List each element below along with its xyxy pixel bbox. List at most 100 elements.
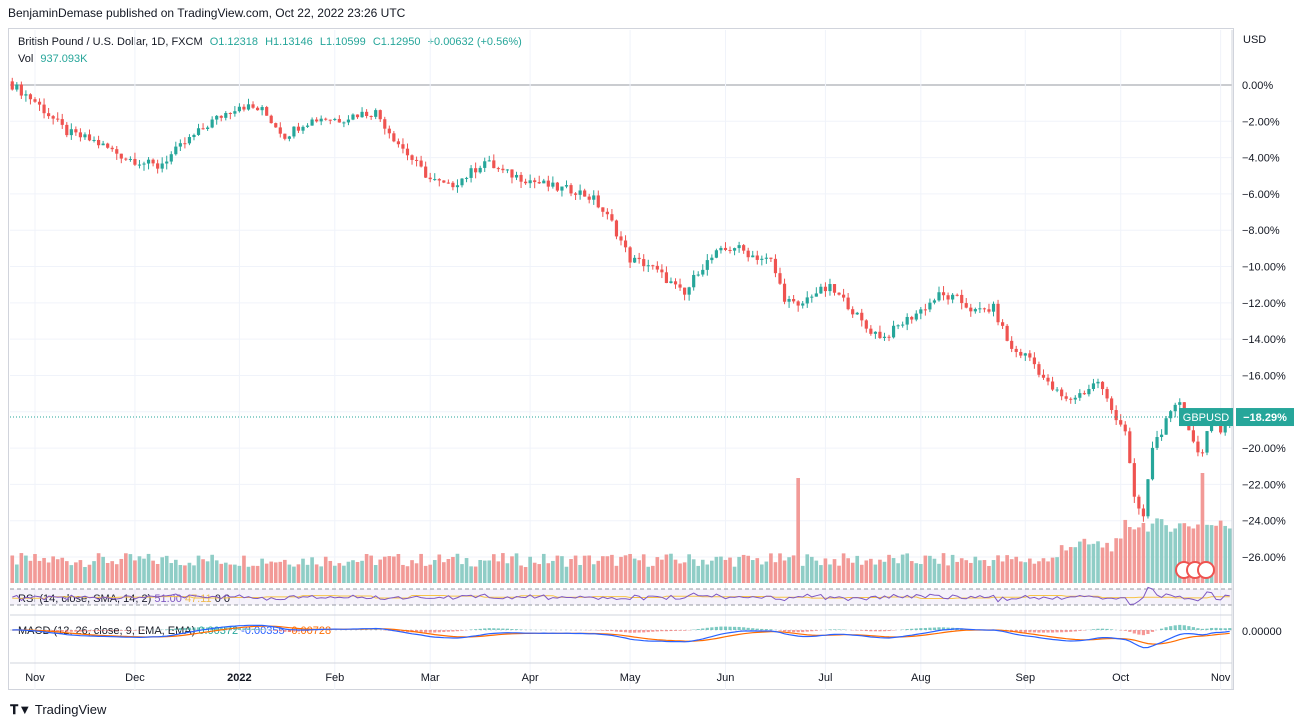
candle-body <box>342 122 346 124</box>
volume-bar <box>968 562 973 583</box>
macd-histogram-bar <box>1182 625 1186 630</box>
volume-bar <box>582 555 587 583</box>
volume-bar <box>832 559 837 583</box>
volume-bar <box>510 556 514 583</box>
volume-bar <box>151 560 155 583</box>
volume-bar <box>1091 543 1096 583</box>
candle-body <box>901 324 905 326</box>
macd-histogram-bar <box>760 628 764 630</box>
volume-bar <box>1155 518 1159 583</box>
candle-body <box>483 161 487 168</box>
volume-bar <box>1100 547 1105 583</box>
candle-body <box>592 195 596 200</box>
volume-bar <box>178 565 183 583</box>
macd-histogram-bar <box>769 629 773 630</box>
candle-body <box>215 115 219 120</box>
rsi-pane <box>10 586 1232 616</box>
price-tick-label: −14.00% <box>1242 334 1286 346</box>
macd-histogram-bar <box>941 627 946 630</box>
price-tick-label: −12.00% <box>1242 298 1286 310</box>
volume-bar <box>628 553 632 583</box>
volume-bar <box>246 566 251 583</box>
macd-histogram-bar <box>723 626 728 630</box>
volume-bar <box>696 565 701 583</box>
candle-body <box>119 153 123 159</box>
volume-bar <box>51 556 55 583</box>
volume-bar <box>146 553 151 583</box>
macd-histogram-bar <box>196 627 201 630</box>
candle-body <box>941 292 946 296</box>
candle-body <box>987 309 991 312</box>
candle-body <box>56 118 60 120</box>
candle-body <box>328 119 332 121</box>
volume-bar <box>37 560 42 583</box>
candle-body <box>206 127 210 129</box>
volume-bar <box>537 564 542 583</box>
volume-bar <box>1050 557 1055 583</box>
candle-body <box>991 303 996 312</box>
volume-bar <box>169 563 174 583</box>
macd-histogram-bar <box>737 626 741 630</box>
volume-bar <box>214 560 219 583</box>
candle-body <box>315 119 319 122</box>
candle-body <box>546 180 550 187</box>
candle-body <box>537 182 541 184</box>
candle-body <box>442 180 446 183</box>
macd-histogram-bar <box>1141 630 1146 636</box>
macd-histogram-bar <box>287 630 291 632</box>
volume-bar <box>173 559 178 583</box>
macd-histogram-bar <box>169 629 173 630</box>
candle-body <box>555 182 559 191</box>
volume-bar <box>855 555 860 583</box>
macd-histogram-bar <box>501 628 505 630</box>
candle-body <box>405 148 410 156</box>
candle-body <box>1132 463 1136 497</box>
value-badge-bg <box>1236 408 1294 427</box>
volume-bar <box>796 478 800 583</box>
candle-body <box>851 309 855 315</box>
volume-bar <box>873 564 878 583</box>
price-tick-label: −8.00% <box>1242 225 1280 237</box>
macd-histogram-bar <box>478 628 482 630</box>
volume-bar <box>519 565 523 583</box>
macd-histogram-bar <box>242 628 246 630</box>
candle-body <box>683 287 687 295</box>
macd-histogram-bar <box>115 630 119 631</box>
volume-bar <box>1209 525 1214 583</box>
tradingview-logo[interactable]: 𝐓▼ TradingView <box>10 702 106 718</box>
legend-change: +0.00632 (+0.56%) <box>427 36 522 48</box>
candle-body <box>433 179 437 181</box>
volume-bar <box>1187 526 1191 583</box>
price-tick-label: 0.00% <box>1242 80 1273 92</box>
volume-bar <box>460 564 464 583</box>
volume-bar <box>1205 524 1209 583</box>
macd-histogram-bar <box>710 627 714 630</box>
candle-body <box>42 104 46 114</box>
volume-bar <box>60 557 65 583</box>
candle-body <box>528 180 532 184</box>
macd-histogram-bar <box>192 627 196 630</box>
publisher-line: BenjaminDemase published on TradingView.… <box>8 6 406 20</box>
macd-histogram-bar <box>1196 628 1200 630</box>
macd-histogram-bar <box>1200 628 1205 630</box>
candle-body <box>1069 398 1073 400</box>
volume-bar <box>1009 559 1014 583</box>
volume-bar <box>1223 525 1228 583</box>
volume-bar <box>996 555 1000 583</box>
candle-body <box>978 308 982 310</box>
volume-bar <box>819 565 823 583</box>
candle-body <box>696 274 700 276</box>
macd-histogram-bar <box>283 630 287 632</box>
candle-body <box>982 308 987 310</box>
candle-body <box>501 168 505 171</box>
macd-histogram-bar <box>215 627 219 630</box>
macd-histogram-bar <box>56 630 60 632</box>
volume-bar <box>591 564 596 583</box>
macd-histogram-bar <box>810 630 814 632</box>
volume-bar <box>405 566 410 583</box>
volume-bar <box>437 554 442 583</box>
candle-body <box>1155 437 1159 448</box>
volume-bar <box>283 559 287 583</box>
candle-body <box>378 110 382 120</box>
